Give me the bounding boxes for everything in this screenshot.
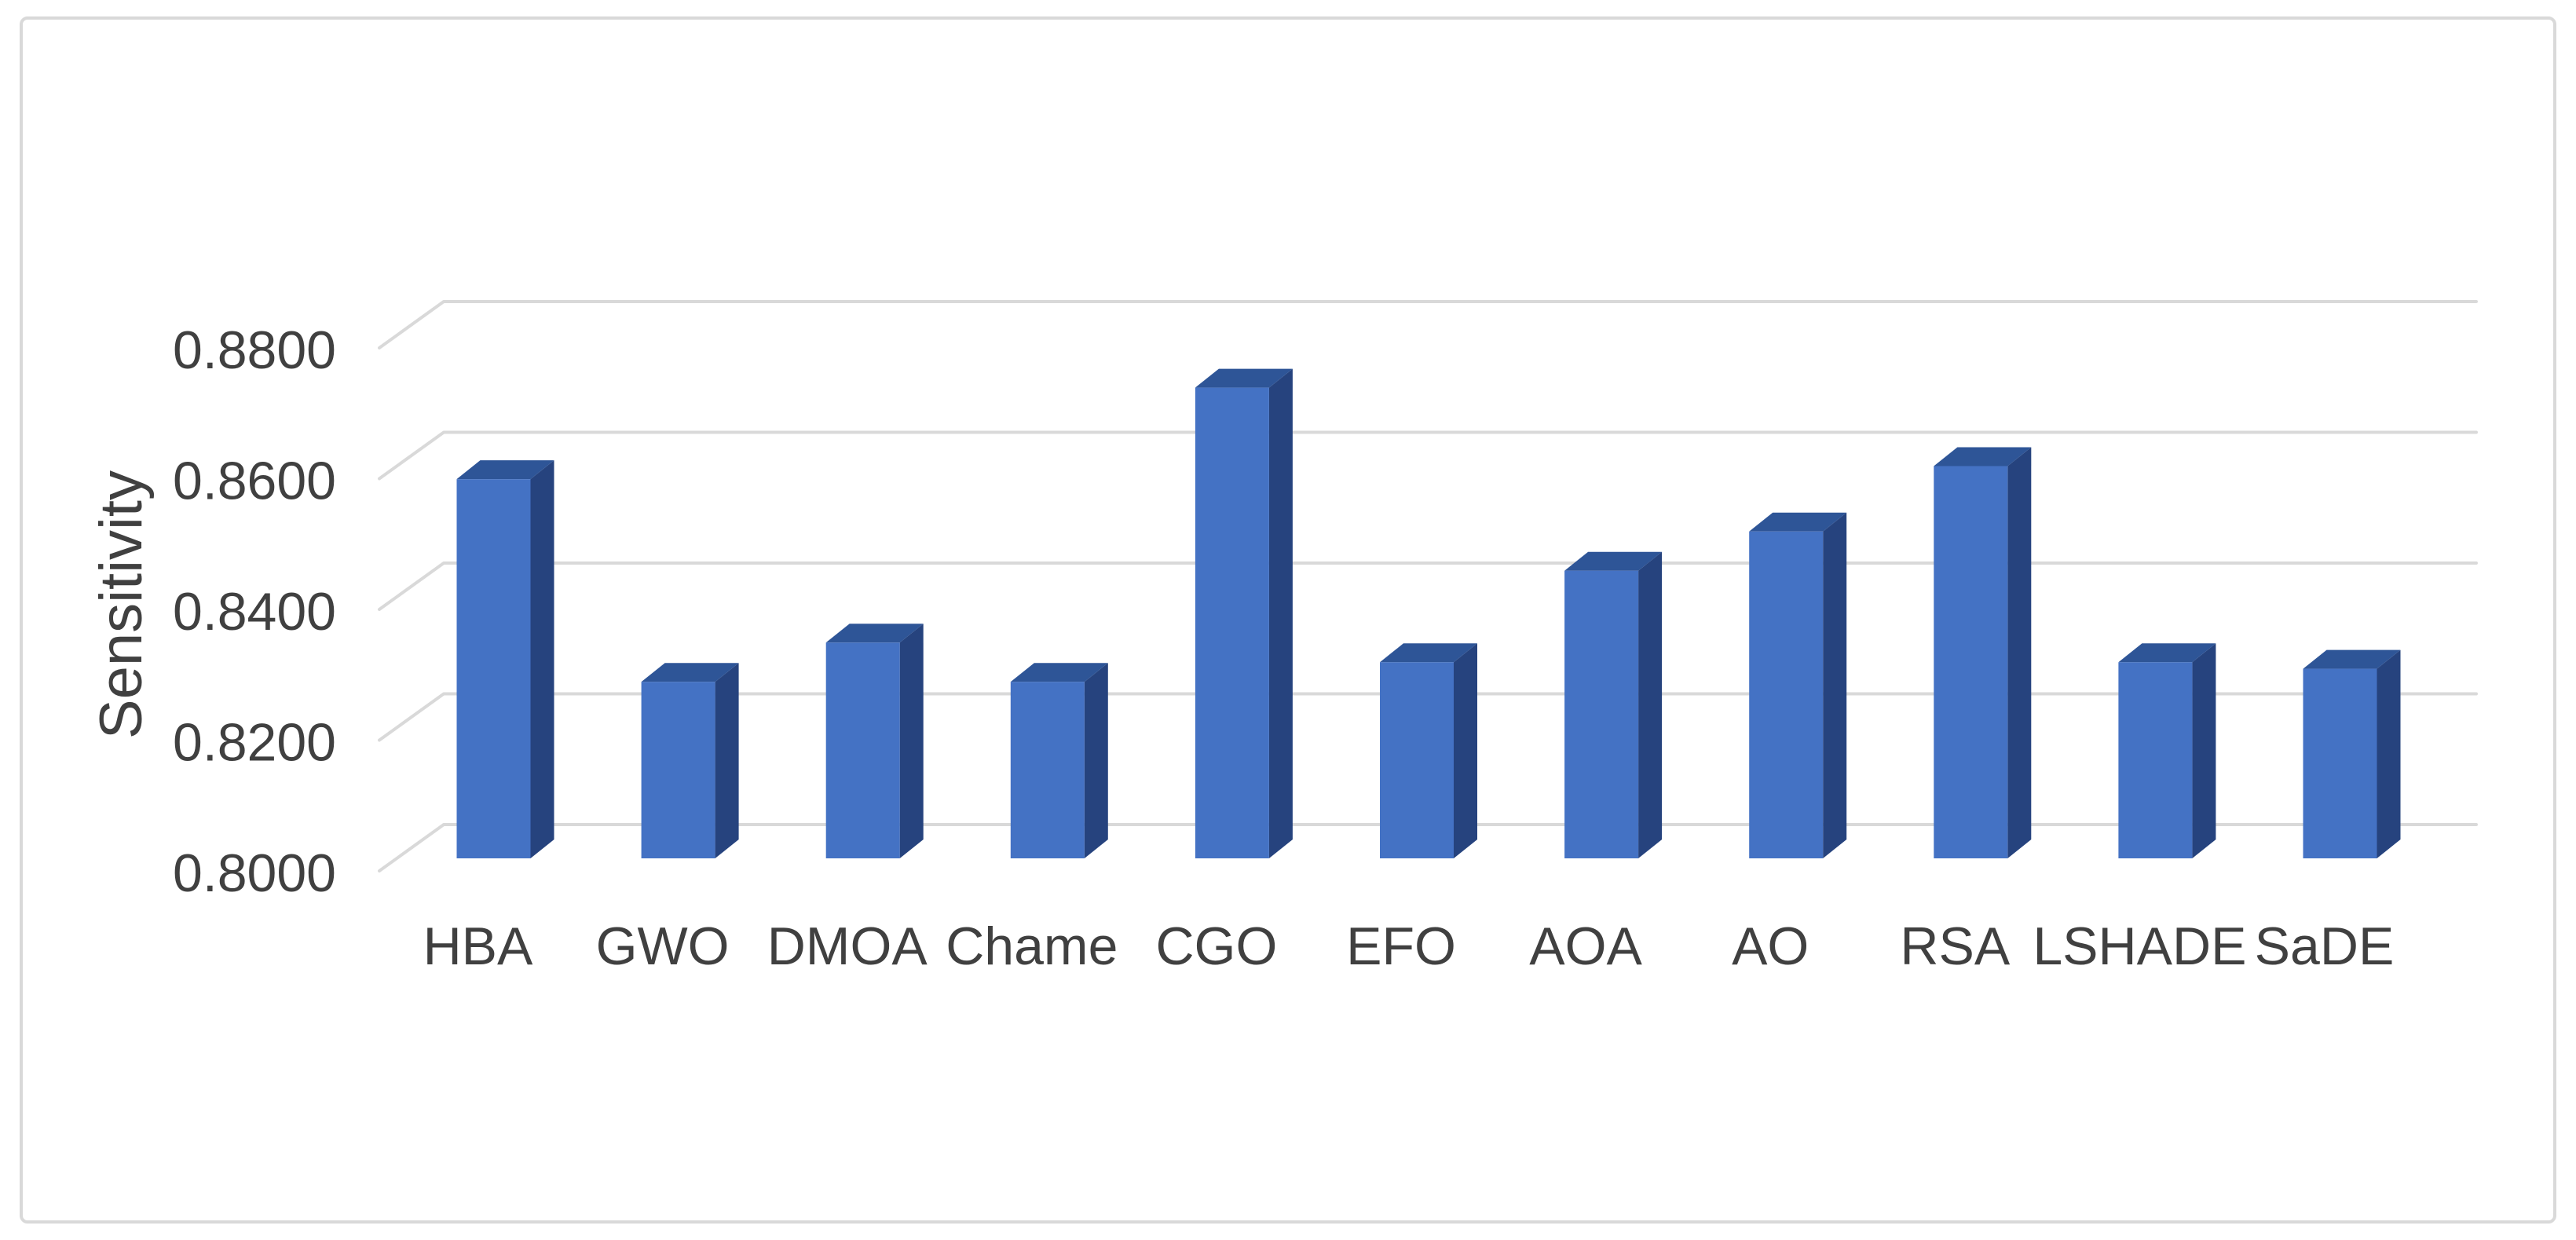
bar-front-face bbox=[1010, 682, 1085, 858]
bar-side-face bbox=[1084, 663, 1108, 858]
bar-aoa bbox=[1564, 551, 1663, 858]
bar-top-face bbox=[641, 663, 739, 682]
bar-side-face bbox=[2192, 643, 2216, 858]
bar-front-face bbox=[1934, 466, 2008, 858]
bar-dmoa bbox=[825, 624, 924, 858]
bar-chame bbox=[1010, 663, 1108, 858]
bar-side-face bbox=[1638, 551, 1663, 858]
bar-side-face bbox=[2377, 649, 2401, 858]
bar-side-face bbox=[1268, 368, 1293, 859]
bar-efo bbox=[1380, 643, 1477, 858]
bar-hba bbox=[456, 460, 554, 858]
y-tick-label: 0.8000 bbox=[173, 843, 336, 903]
gridline bbox=[378, 561, 2478, 611]
bar-side-face bbox=[530, 460, 554, 858]
y-tick-label: 0.8400 bbox=[173, 582, 336, 642]
x-tick-label: AOA bbox=[1529, 916, 1642, 976]
bar-top-face bbox=[1749, 512, 1847, 532]
y-axis-title: Sensitivity bbox=[88, 470, 155, 739]
bar-top-face bbox=[1564, 551, 1663, 571]
bar-front-face bbox=[1749, 531, 1824, 858]
bar-side-face bbox=[715, 663, 739, 858]
bar-rsa bbox=[1934, 447, 2032, 858]
y-tick-label: 0.8800 bbox=[173, 320, 336, 380]
bar-top-face bbox=[825, 624, 924, 643]
bar-front-face bbox=[1564, 570, 1639, 858]
bar-front-face bbox=[2118, 662, 2193, 858]
bar-front-face bbox=[456, 479, 531, 858]
x-axis-labels-group: HBA GWO DMOA Chame CGO EFO AOA AO RSA LSHADE SaDE bbox=[423, 916, 2395, 976]
x-tick-label: AO bbox=[1732, 916, 1809, 976]
bar-top-face bbox=[2118, 643, 2216, 663]
bar-lshade bbox=[2118, 643, 2216, 858]
gridline bbox=[378, 430, 2478, 481]
y-axis-labels-group: 0.8000 0.8200 0.8400 0.8600 0.8800 bbox=[173, 320, 336, 903]
bar-top-face bbox=[1010, 663, 1108, 682]
bars-group bbox=[456, 368, 2401, 859]
x-tick-label: DMOA bbox=[767, 916, 928, 976]
bar-front-face bbox=[1380, 662, 1454, 858]
x-tick-label: HBA bbox=[423, 916, 533, 976]
x-tick-label: RSA bbox=[1900, 916, 2010, 976]
gridline bbox=[378, 300, 2478, 349]
bar-ao bbox=[1749, 512, 1847, 858]
bar-side-face bbox=[1454, 643, 1477, 858]
x-tick-label: LSHADE bbox=[2033, 916, 2246, 976]
bar-top-face bbox=[1380, 643, 1477, 663]
y-tick-label: 0.8200 bbox=[173, 713, 336, 773]
bar-front-face bbox=[641, 682, 715, 858]
bar-top-face bbox=[2303, 649, 2401, 669]
bar-gwo bbox=[641, 663, 739, 858]
bar-sade bbox=[2303, 649, 2401, 858]
bar-top-face bbox=[456, 460, 554, 480]
y-tick-label: 0.8600 bbox=[173, 452, 336, 511]
bar-front-face bbox=[1195, 387, 1269, 859]
bar-side-face bbox=[1823, 512, 1847, 858]
bar-side-face bbox=[899, 624, 924, 858]
bar-cgo bbox=[1195, 368, 1293, 859]
bar-front-face bbox=[2303, 668, 2377, 858]
bar-side-face bbox=[2007, 447, 2032, 858]
bar-top-face bbox=[1934, 447, 2032, 466]
x-tick-label: CGO bbox=[1155, 916, 1277, 976]
x-tick-label: Chame bbox=[946, 916, 1118, 976]
x-tick-label: EFO bbox=[1346, 916, 1456, 976]
x-tick-label: GWO bbox=[596, 916, 730, 976]
bar-front-face bbox=[825, 642, 900, 858]
bar-top-face bbox=[1195, 368, 1293, 388]
x-tick-label: SaDE bbox=[2255, 916, 2395, 976]
